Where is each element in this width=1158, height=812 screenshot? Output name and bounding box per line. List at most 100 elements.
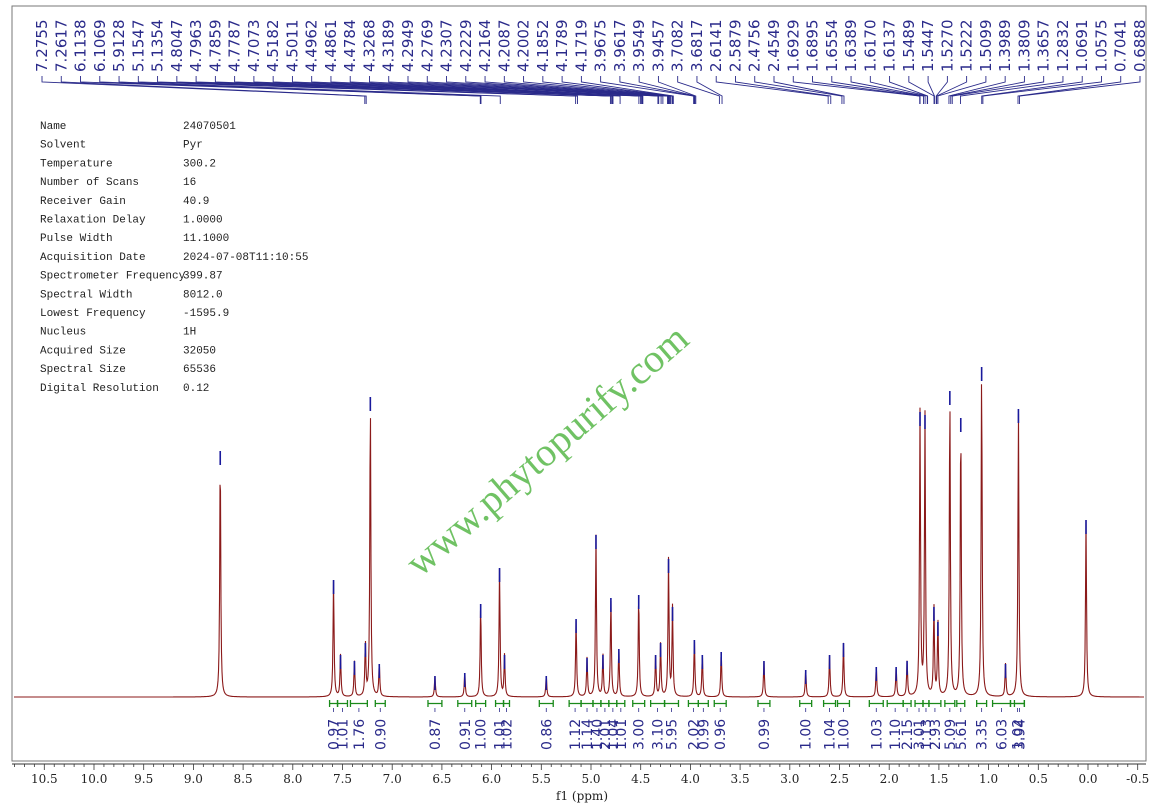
integral-value: 3.00 [632, 719, 648, 750]
peak-label: 4.1789 [553, 20, 571, 73]
peak-leader [831, 76, 924, 104]
x-tick-label: 4.5 [631, 772, 650, 786]
peak-label: 1.0575 [1092, 20, 1110, 73]
integral-bracket [1013, 700, 1026, 707]
peak-leader [850, 76, 926, 104]
x-axis: 10.5 10.0 9.5 9.0 8.5 8.0 7.5 7.0 6.5 6.0 5.5 5.0 4.… [12, 763, 1149, 786]
peak-leader [696, 76, 723, 104]
plot-frame [11, 5, 1147, 762]
peak-leader [1017, 76, 1122, 104]
integral-value: 0.90 [373, 719, 389, 750]
peak-leader [948, 76, 1006, 104]
peak-leader [982, 76, 1102, 104]
integral-value: 1.01 [614, 719, 630, 750]
peak-label: 4.2229 [457, 20, 475, 73]
peak-label: 0.7041 [1112, 20, 1130, 73]
peak-leader [542, 76, 673, 104]
param-label: Spectrometer Frequency [40, 271, 186, 283]
integral-bracket [616, 700, 626, 707]
integral-bracket [976, 700, 988, 707]
peak-leader [950, 76, 1025, 104]
peak-leader [484, 76, 670, 104]
peak-leader [465, 76, 669, 104]
peak-leader [600, 76, 695, 104]
peak-label: 7.2755 [33, 20, 51, 73]
peak-label: 4.2087 [495, 20, 513, 73]
peak-leader [754, 76, 843, 104]
param-value: 8012.0 [183, 289, 223, 301]
peak-label: 1.5447 [919, 20, 937, 73]
peak-label: 5.1547 [129, 20, 147, 73]
integral-bracket [713, 700, 727, 707]
integral-value: 1.10 [888, 719, 904, 750]
integral-value: 1.13 [919, 719, 935, 750]
peak-label: 1.6170 [861, 20, 879, 73]
peak-leader-group [41, 76, 1141, 104]
peak-leader [253, 76, 621, 104]
peak-label: 1.5270 [938, 20, 956, 73]
integral-bracket [928, 700, 942, 707]
peak-label: 1.5489 [900, 20, 918, 73]
peak-leader [812, 76, 921, 104]
integral-bracket [822, 700, 837, 707]
integral-value: 6.03 [995, 719, 1011, 750]
peak-leader [935, 76, 948, 104]
peak-label: 1.6389 [842, 20, 860, 73]
peak-leader [99, 76, 482, 104]
peak-label: 4.3189 [380, 20, 398, 73]
integral-value: 1.04 [823, 719, 839, 750]
x-tick-label: 8.5 [234, 772, 253, 786]
peak-label: 6.1138 [72, 20, 90, 73]
x-tick-label: 1.0 [979, 772, 998, 786]
param-value: 24070501 [183, 121, 236, 133]
peak-leader [619, 76, 695, 104]
peak-leader [936, 76, 968, 104]
peak-label: 4.7859 [206, 20, 224, 73]
param-value: 65536 [183, 364, 216, 376]
peak-leader [715, 76, 829, 104]
integral-bracket [902, 700, 912, 707]
peak-label: 3.9617 [611, 20, 629, 73]
peak-tip-group [219, 367, 1087, 690]
acquisition-parameters: Name 24070501 Solvent Pyr Temperature 300.2 Nu… [40, 121, 308, 395]
peak-leader [330, 76, 643, 104]
peak-label: 4.4962 [303, 20, 321, 73]
peak-label: 2.4549 [765, 20, 783, 73]
x-tick-label: 2.0 [880, 772, 899, 786]
integral-value: 1.40 [590, 719, 606, 750]
param-label: Digital Resolution [40, 383, 159, 395]
peak-leader [349, 76, 644, 104]
integral-value: 3.10 [651, 719, 667, 750]
peak-label: 1.3809 [1015, 20, 1033, 73]
peak-leader [157, 76, 578, 104]
peak-label: 1.5099 [977, 20, 995, 73]
peak-leader [638, 76, 696, 104]
x-tick-label: 3.0 [780, 772, 799, 786]
integral-value: 1.00 [474, 719, 490, 750]
peak-leader [889, 76, 929, 104]
peak-label: 2.4756 [746, 20, 764, 73]
integral-value: 0.99 [757, 719, 773, 750]
x-tick-label: -0.5 [1126, 772, 1149, 786]
peak-leader [927, 76, 935, 104]
peak-label: 1.6929 [784, 20, 802, 73]
integral-value: 0.91 [458, 719, 474, 750]
peak-label: 3.9457 [649, 20, 667, 73]
peak-label: 2.5879 [726, 20, 744, 73]
integral-value: 0.99 [696, 719, 712, 750]
param-value: 399.87 [183, 271, 223, 283]
integral-bracket [427, 700, 443, 707]
peak-leader [407, 76, 662, 104]
peak-leader [773, 76, 845, 104]
param-label: Lowest Frequency [40, 308, 146, 320]
peak-label: 1.6895 [804, 20, 822, 73]
peak-label: 7.2617 [52, 20, 70, 73]
x-tick-label: 7.5 [333, 772, 352, 786]
integral-value: 3.94 [1012, 719, 1028, 750]
peak-label: 4.2164 [476, 20, 494, 73]
peak-leader [523, 76, 671, 104]
peak-leader [234, 76, 614, 104]
integral-value: 2.02 [686, 719, 702, 750]
x-tick-label: 6.5 [432, 772, 451, 786]
spectrum-trace [14, 384, 1144, 698]
